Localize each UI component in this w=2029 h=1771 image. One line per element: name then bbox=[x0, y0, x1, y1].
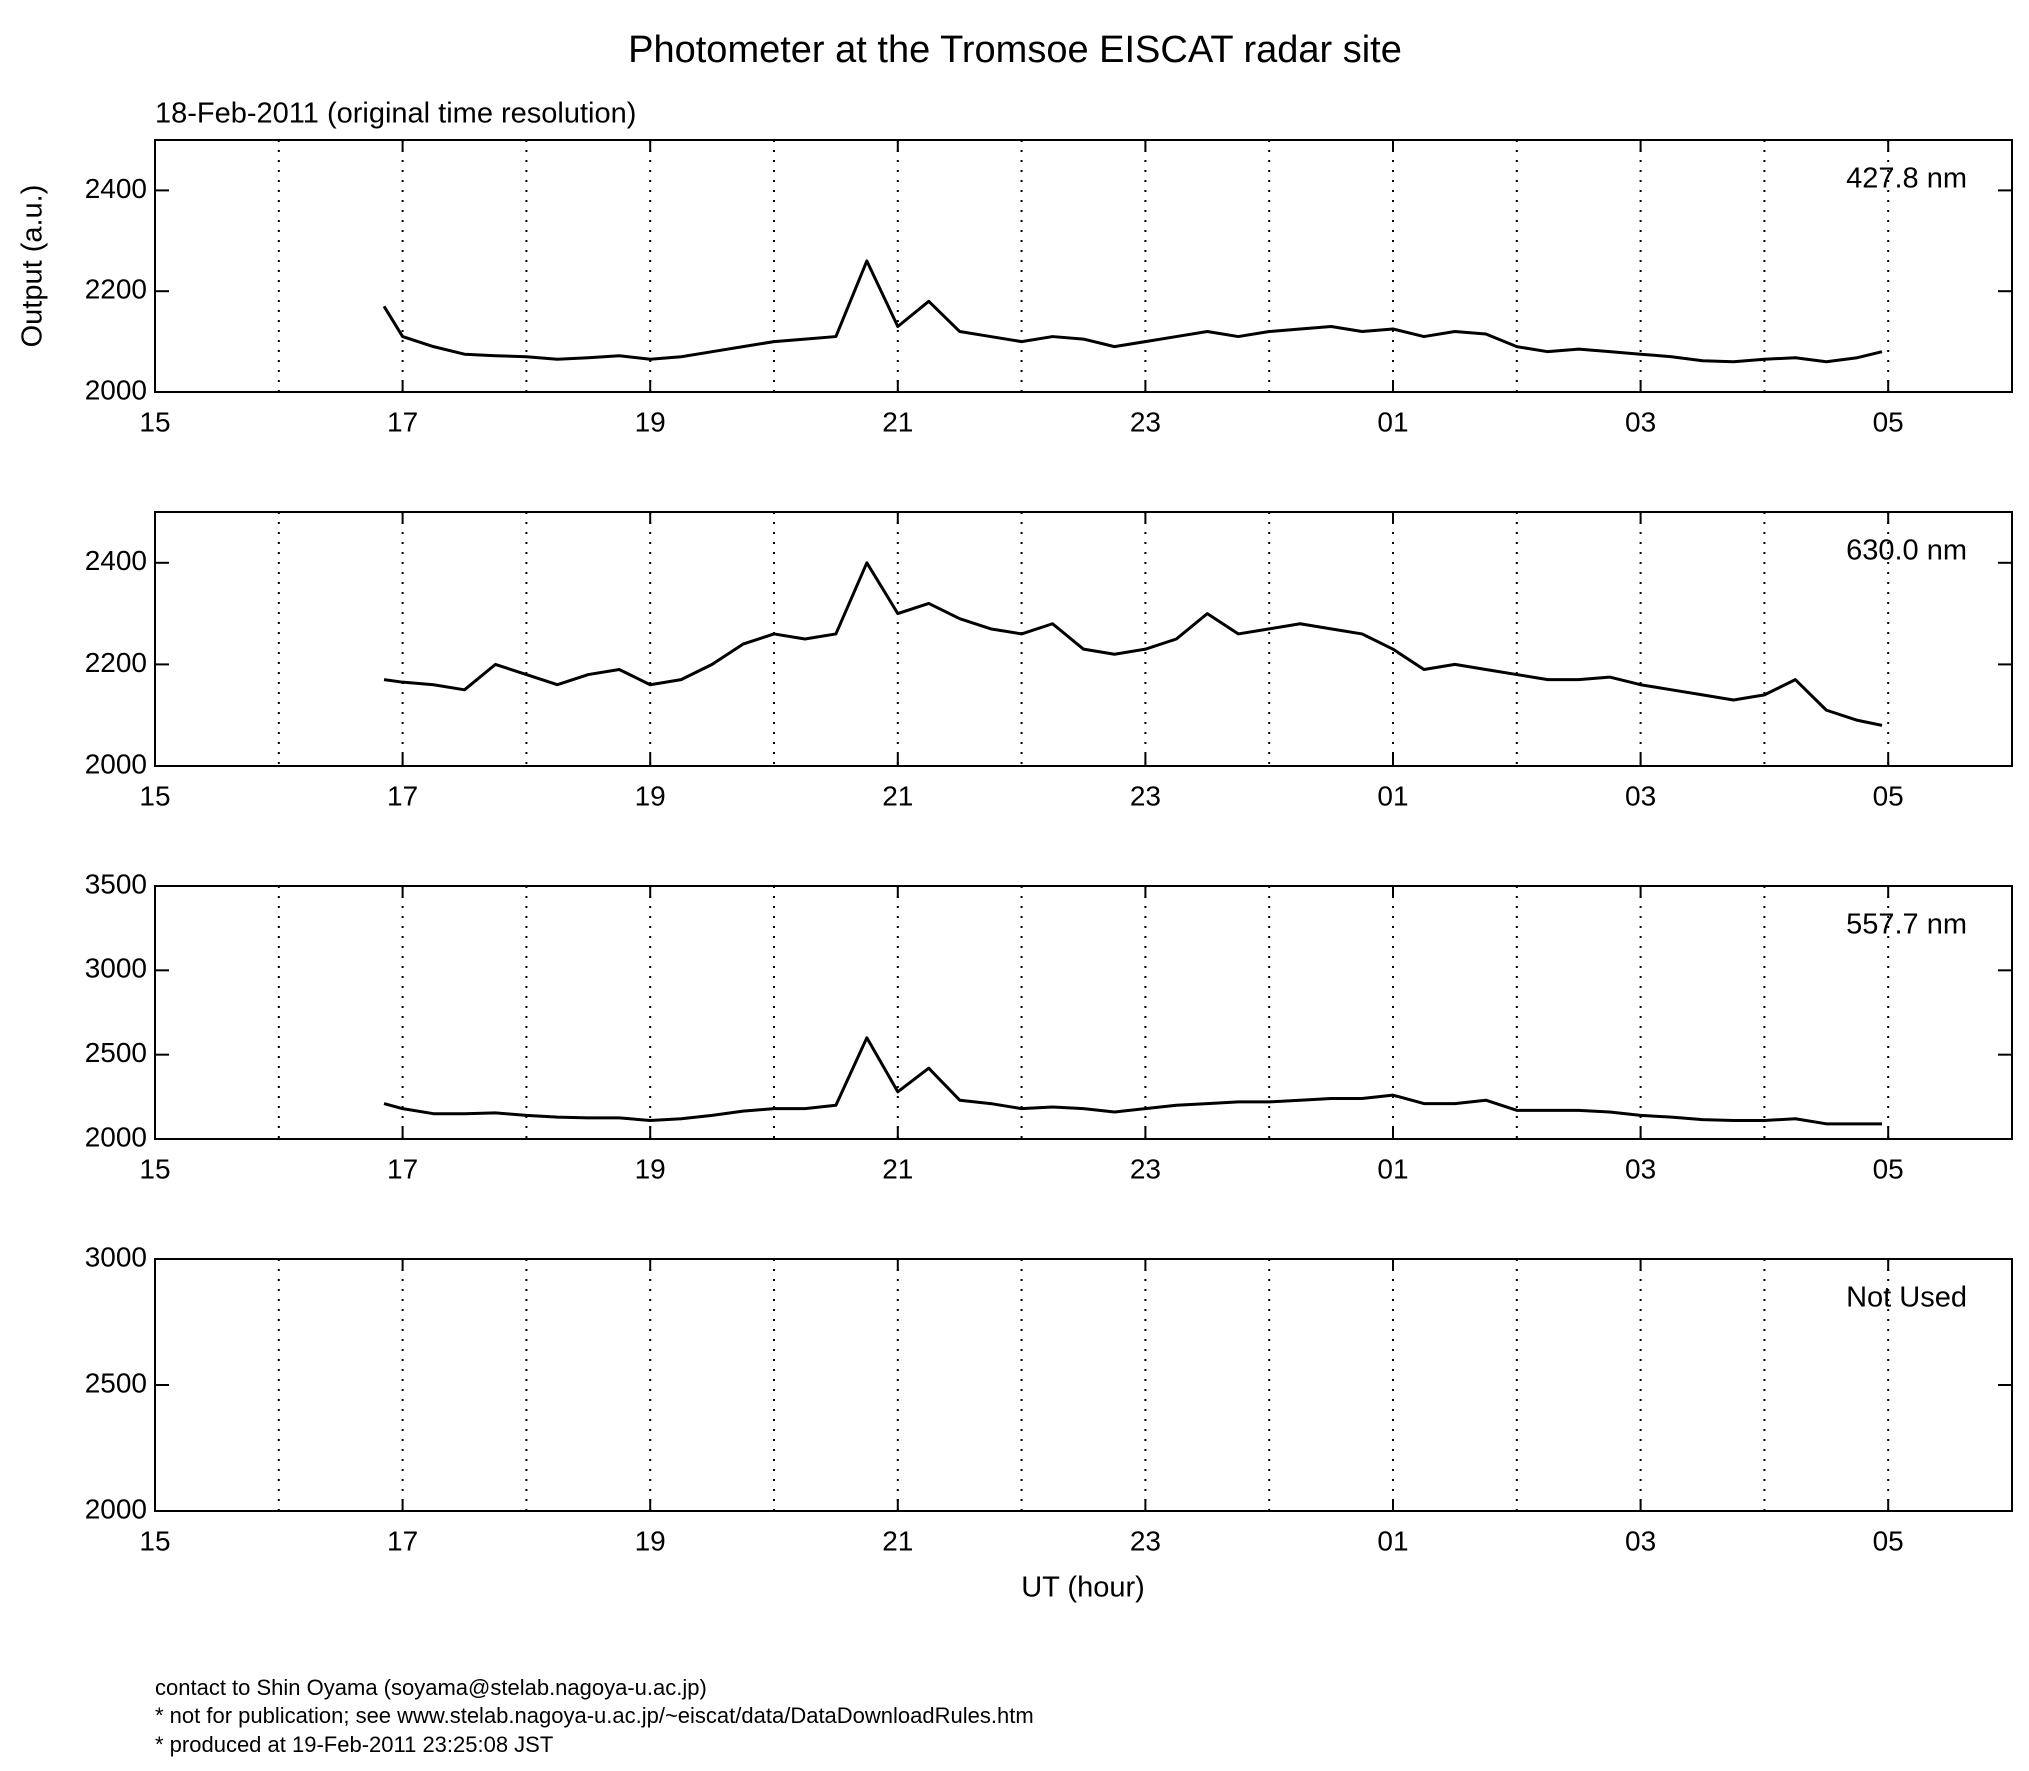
y-tick-label: 2500 bbox=[85, 1367, 147, 1398]
x-tick-label: 23 bbox=[1130, 780, 1161, 811]
x-tick-label: 21 bbox=[882, 1153, 913, 1184]
y-tick-label: 2400 bbox=[85, 545, 147, 576]
panel-annotation: 630.0 nm bbox=[1846, 535, 1967, 567]
x-axis-label: UT (hour) bbox=[1021, 1572, 1145, 1604]
x-tick-label: 01 bbox=[1377, 406, 1408, 437]
x-tick-label: 19 bbox=[635, 1525, 666, 1556]
x-tick-label: 23 bbox=[1130, 1153, 1161, 1184]
panel-annotation: Not Used bbox=[1846, 1282, 1967, 1314]
y-tick-label: 2000 bbox=[85, 748, 147, 779]
x-tick-label: 03 bbox=[1625, 406, 1656, 437]
x-tick-label: 01 bbox=[1377, 780, 1408, 811]
x-tick-label: 17 bbox=[387, 1525, 418, 1556]
y-tick-label: 2200 bbox=[85, 274, 147, 305]
x-tick-label: 19 bbox=[635, 406, 666, 437]
x-tick-label: 05 bbox=[1873, 1525, 1904, 1556]
x-tick-label: 23 bbox=[1130, 406, 1161, 437]
plot-frame bbox=[154, 139, 2013, 393]
x-tick-label: 21 bbox=[882, 1525, 913, 1556]
x-tick-label: 19 bbox=[635, 1153, 666, 1184]
data-line bbox=[383, 561, 1883, 727]
x-tick-label: 17 bbox=[387, 406, 418, 437]
x-tick-label: 17 bbox=[387, 1153, 418, 1184]
x-tick-label: 21 bbox=[882, 780, 913, 811]
x-tick-label: 05 bbox=[1873, 1153, 1904, 1184]
x-tick-label: 05 bbox=[1873, 406, 1904, 437]
y-tick-label: 2400 bbox=[85, 173, 147, 204]
footer-line: contact to Shin Oyama (soyama@stelab.nag… bbox=[155, 1675, 707, 1700]
y-tick-label: 2000 bbox=[85, 1121, 147, 1152]
plot-frame bbox=[154, 511, 2013, 767]
x-tick-label: 15 bbox=[139, 1525, 170, 1556]
x-tick-label: 01 bbox=[1377, 1153, 1408, 1184]
y-tick-label: 2500 bbox=[85, 1037, 147, 1068]
plot-frame bbox=[154, 1258, 2013, 1512]
x-tick-label: 17 bbox=[387, 780, 418, 811]
plot-frame bbox=[154, 885, 2013, 1140]
x-tick-label: 23 bbox=[1130, 1525, 1161, 1556]
chart-subtitle: 18-Feb-2011 (original time resolution) bbox=[155, 98, 636, 130]
y-tick-label: 2200 bbox=[85, 647, 147, 678]
x-tick-label: 19 bbox=[635, 780, 666, 811]
x-tick-label: 03 bbox=[1625, 1153, 1656, 1184]
y-tick-label: 3000 bbox=[85, 953, 147, 984]
x-tick-label: 15 bbox=[139, 406, 170, 437]
x-tick-label: 15 bbox=[139, 1153, 170, 1184]
x-tick-label: 15 bbox=[139, 780, 170, 811]
chart-title: Photometer at the Tromsoe EISCAT radar s… bbox=[628, 29, 1402, 71]
y-tick-label: 2000 bbox=[85, 374, 147, 405]
data-line bbox=[383, 1036, 1883, 1126]
panel-annotation: 557.7 nm bbox=[1846, 909, 1967, 941]
y-tick-label: 3000 bbox=[85, 1241, 147, 1272]
x-tick-label: 21 bbox=[882, 406, 913, 437]
x-tick-label: 03 bbox=[1625, 1525, 1656, 1556]
panel-annotation: 427.8 nm bbox=[1846, 163, 1967, 195]
x-tick-label: 03 bbox=[1625, 780, 1656, 811]
y-axis-label: Output (a.u.) bbox=[17, 185, 49, 348]
x-tick-label: 05 bbox=[1873, 780, 1904, 811]
y-tick-label: 3500 bbox=[85, 868, 147, 899]
data-line bbox=[382, 259, 1883, 364]
x-tick-label: 01 bbox=[1377, 1525, 1408, 1556]
footer-line: * not for publication; see www.stelab.na… bbox=[155, 1703, 1034, 1728]
y-tick-label: 2000 bbox=[85, 1493, 147, 1524]
footer-line: * produced at 19-Feb-2011 23:25:08 JST bbox=[155, 1732, 553, 1757]
